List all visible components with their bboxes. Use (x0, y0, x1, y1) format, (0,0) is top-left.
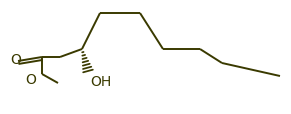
Text: O: O (25, 72, 36, 86)
Text: OH: OH (90, 74, 111, 88)
Text: O: O (10, 53, 21, 66)
